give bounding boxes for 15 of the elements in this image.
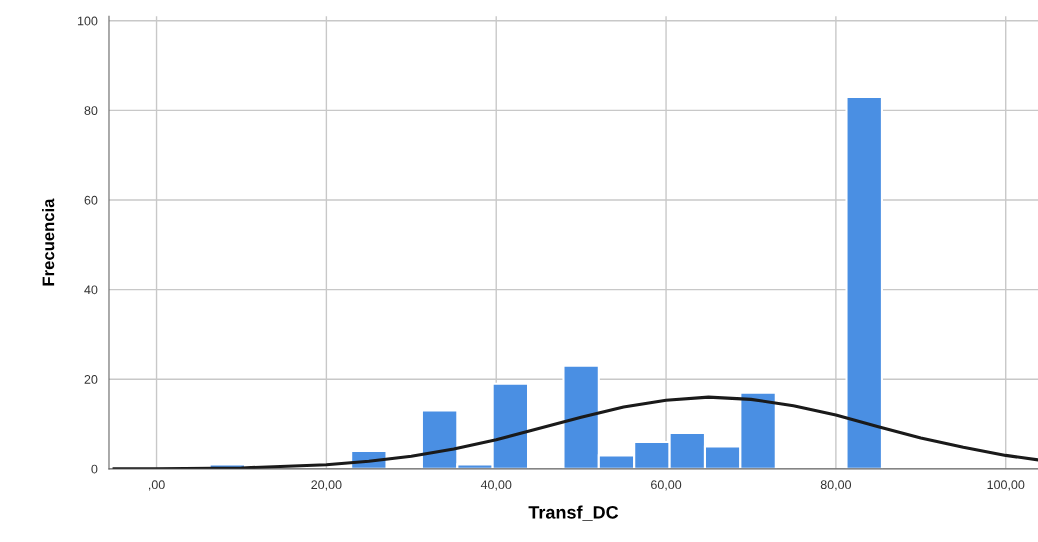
- y-tick-label: 100: [77, 16, 98, 26]
- x-tick-label: 80,00: [820, 480, 852, 491]
- line-series: [112, 395, 1038, 469]
- y-tick-label: 20: [84, 375, 98, 384]
- y-axis-title: Frecuencia: [42, 198, 55, 286]
- y-tick-label: 40: [84, 285, 98, 295]
- x-tick-label: 20,00: [311, 480, 342, 491]
- x-tick-label: 60,00: [651, 480, 682, 491]
- y-tick-label: 0: [91, 464, 98, 474]
- y-tick-label: 80: [84, 106, 98, 116]
- x-tick-label: ,00: [148, 480, 165, 491]
- y-tick-label: 60: [84, 195, 98, 205]
- x-tick-label: 100,00: [987, 480, 1025, 491]
- x-tick-label: 40,00: [480, 480, 512, 491]
- x-axis-title: Transf_DC: [528, 505, 619, 521]
